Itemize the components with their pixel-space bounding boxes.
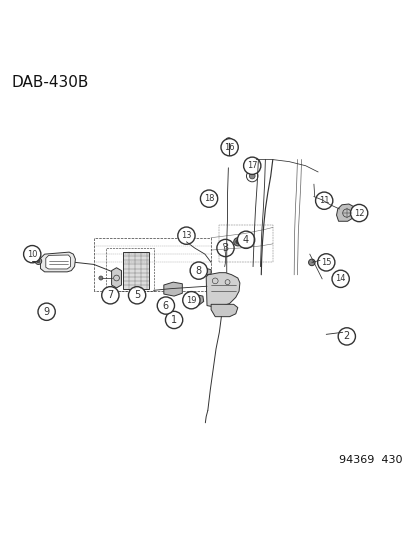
Text: 17: 17 (247, 161, 257, 170)
Polygon shape (40, 252, 75, 272)
Polygon shape (336, 204, 354, 221)
Circle shape (317, 254, 334, 271)
Circle shape (243, 157, 260, 174)
Circle shape (182, 292, 199, 309)
Text: 1: 1 (171, 315, 177, 325)
Text: 13: 13 (181, 231, 191, 240)
Polygon shape (46, 255, 70, 269)
Text: 15: 15 (320, 258, 331, 267)
Polygon shape (206, 273, 239, 307)
Text: 6: 6 (162, 301, 169, 311)
Polygon shape (164, 282, 182, 296)
Circle shape (157, 297, 174, 314)
Text: 3: 3 (222, 243, 228, 253)
Circle shape (308, 259, 314, 265)
Polygon shape (112, 268, 121, 288)
Circle shape (37, 260, 40, 263)
Circle shape (221, 139, 237, 156)
Circle shape (350, 204, 367, 222)
Polygon shape (190, 269, 211, 274)
Text: 10: 10 (27, 249, 37, 259)
Text: 18: 18 (203, 194, 214, 203)
Circle shape (35, 258, 42, 264)
Circle shape (331, 270, 349, 287)
Circle shape (315, 192, 332, 209)
Text: 16: 16 (224, 143, 234, 152)
Circle shape (102, 287, 119, 304)
Circle shape (128, 287, 145, 304)
Text: 7: 7 (107, 290, 113, 300)
Circle shape (177, 227, 195, 244)
Circle shape (225, 138, 232, 145)
Polygon shape (206, 193, 217, 203)
Circle shape (216, 239, 234, 256)
Circle shape (235, 240, 239, 244)
Text: 14: 14 (335, 274, 345, 284)
Circle shape (233, 238, 241, 246)
Polygon shape (211, 304, 237, 317)
Circle shape (340, 329, 346, 335)
Text: 19: 19 (186, 296, 196, 305)
Circle shape (190, 262, 207, 279)
Polygon shape (122, 252, 149, 289)
Text: 2: 2 (343, 332, 349, 342)
Text: 5: 5 (134, 290, 140, 300)
Circle shape (249, 173, 254, 179)
Text: 12: 12 (353, 208, 363, 217)
Text: 4: 4 (242, 235, 249, 245)
Text: 11: 11 (318, 196, 329, 205)
Circle shape (200, 190, 217, 207)
Circle shape (165, 311, 182, 329)
Circle shape (337, 328, 355, 345)
Circle shape (237, 231, 254, 248)
Circle shape (38, 303, 55, 320)
Text: 9: 9 (43, 306, 50, 317)
Text: 8: 8 (195, 265, 202, 276)
Polygon shape (191, 294, 203, 305)
Text: DAB-430B: DAB-430B (12, 75, 89, 90)
Text: 94369  430: 94369 430 (338, 455, 401, 465)
Circle shape (99, 276, 103, 280)
Circle shape (24, 246, 41, 263)
